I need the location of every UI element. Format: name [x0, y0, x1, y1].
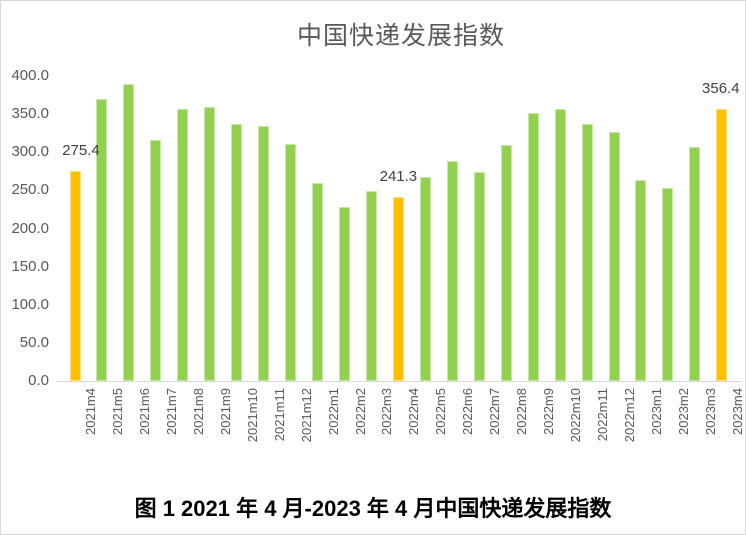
bar-2021m5	[96, 98, 108, 381]
bar-2021m11	[258, 126, 270, 381]
bar-2021m12	[285, 143, 297, 381]
x-axis-tick-label: 2023m2	[675, 388, 691, 435]
bar-2021m8	[177, 108, 189, 381]
bar-2022m11	[581, 124, 593, 381]
bar-2023m1	[635, 180, 647, 381]
x-axis-tick-label: 2023m3	[702, 388, 718, 435]
y-axis-tick-label: 250.0	[11, 181, 49, 199]
x-axis-tick-label: 2021m11	[271, 388, 287, 442]
y-axis-tick-label: 50.0	[19, 333, 49, 351]
x-axis-tick-label: 2022m6	[460, 388, 476, 435]
x-axis-tick-label: 2022m2	[352, 388, 368, 435]
data-label-2023m4: 356.4	[702, 80, 740, 98]
bar-2022m6	[446, 160, 458, 381]
chart-title: 中国快递发展指数	[296, 22, 505, 50]
bar-2023m4	[716, 109, 728, 381]
x-axis-tick-label: 2021m5	[109, 388, 125, 435]
bar-2023m3	[689, 146, 701, 381]
y-axis-tick-label: 100.0	[11, 295, 49, 313]
bar-2022m10	[554, 108, 566, 381]
bar-2022m1	[312, 182, 324, 381]
bar-2022m8	[500, 144, 512, 381]
x-axis-tick-label: 2022m4	[406, 388, 422, 435]
bar-2022m3	[365, 191, 377, 381]
x-axis-tick-label: 2023m1	[648, 388, 664, 435]
bar-2022m4	[392, 197, 404, 381]
bar-2022m12	[608, 132, 620, 381]
y-axis-tick-label: 150.0	[11, 257, 49, 275]
figure-caption: 图 1 2021 年 4 月-2023 年 4 月中国快递发展指数	[134, 496, 612, 521]
bar-2021m4	[69, 171, 81, 381]
x-axis-tick-label: 2023m4	[729, 388, 745, 435]
x-axis-tick-label: 2021m4	[83, 388, 98, 435]
bar-2023m2	[662, 188, 674, 381]
bar-2021m7	[150, 140, 162, 381]
x-axis-tick-label: 2022m10	[568, 388, 584, 443]
x-axis-tick-label: 2022m1	[325, 388, 341, 435]
bar-2022m7	[473, 172, 485, 381]
x-axis-line	[56, 381, 742, 382]
bar-2021m10	[231, 124, 243, 381]
y-axis-tick-label: 200.0	[11, 219, 49, 237]
x-axis-tick-label: 2021m12	[298, 388, 314, 443]
y-axis-tick-label: 300.0	[11, 143, 49, 161]
bar-2022m2	[339, 207, 350, 381]
x-axis-tick-label: 2022m9	[541, 388, 557, 435]
x-axis-tick-label: 2021m8	[190, 388, 206, 435]
data-label-2022m4: 241.3	[379, 168, 418, 185]
y-axis-tick-label: 400.0	[11, 67, 49, 84]
x-axis-tick-label: 2022m11	[595, 388, 611, 442]
x-axis-tick-label: 2022m7	[487, 388, 503, 435]
y-axis-tick-label: 350.0	[11, 105, 49, 123]
bar-2022m5	[419, 176, 431, 381]
x-axis-tick-label: 2021m6	[136, 388, 152, 435]
x-axis-tick-label: 2021m10	[244, 388, 260, 443]
x-axis-tick-label: 2021m9	[217, 388, 233, 435]
x-axis-tick-label: 2022m3	[379, 388, 395, 435]
bar-2022m9	[527, 112, 539, 381]
x-axis-tick-label: 2022m12	[622, 388, 637, 443]
y-axis-tick-label: 0.0	[28, 372, 49, 389]
data-label-2021m4: 275.4	[62, 142, 100, 159]
bar-2021m9	[204, 107, 216, 381]
bar-2021m6	[123, 83, 135, 381]
x-axis-tick-label: 2021m7	[163, 388, 179, 435]
x-axis-tick-label: 2022m5	[433, 388, 449, 435]
x-axis-tick-label: 2022m8	[514, 388, 530, 435]
